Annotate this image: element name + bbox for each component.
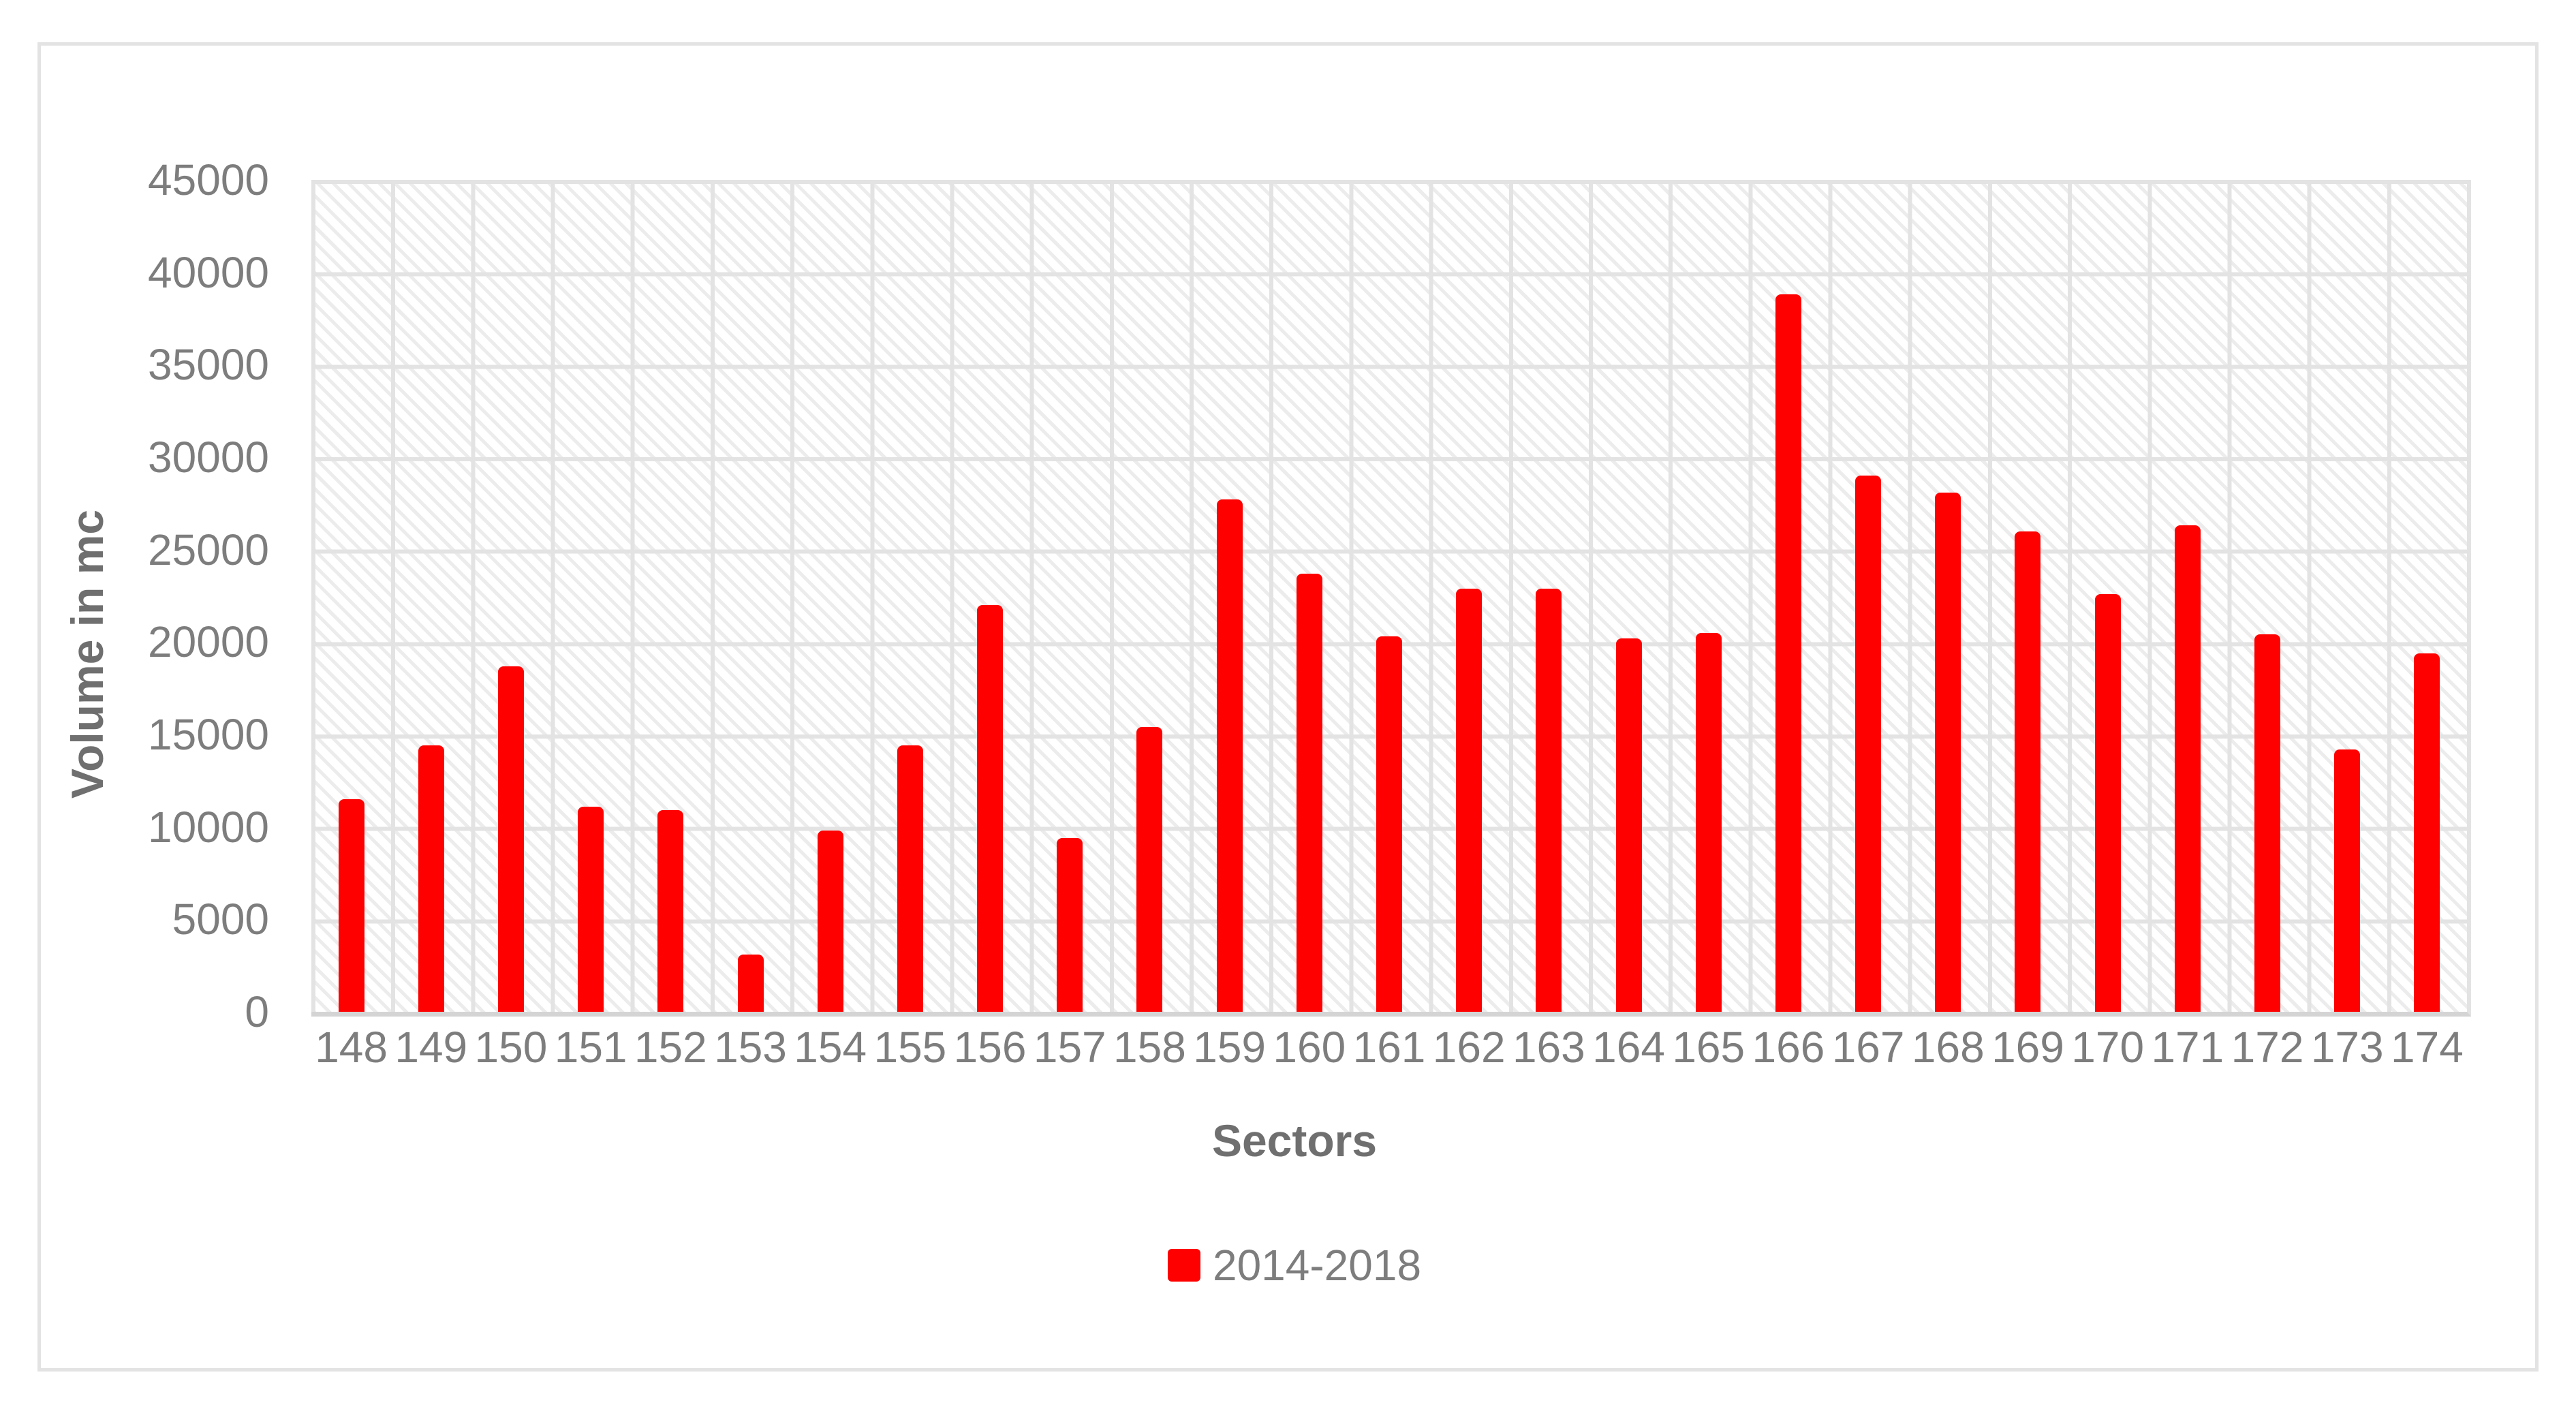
legend-swatch-icon xyxy=(1167,1249,1200,1282)
bar-152 xyxy=(657,810,684,1012)
bar-165 xyxy=(1695,632,1722,1012)
x-tick-label: 171 xyxy=(2151,1023,2224,1072)
y-tick-label: 0 xyxy=(245,987,269,1036)
y-tick-label: 35000 xyxy=(148,340,269,390)
bar-173 xyxy=(2334,749,2361,1012)
bar-153 xyxy=(737,954,764,1012)
bar-169 xyxy=(2015,531,2041,1012)
x-tick-label: 166 xyxy=(1752,1023,1825,1072)
x-axis-title: Sectors xyxy=(1211,1115,1378,1166)
y-tick-label: 40000 xyxy=(148,247,269,297)
x-axis-tick-labels: 148 149 150 151 152 153 154 155 156 157 158 159 160 1… xyxy=(311,1023,2467,1078)
bar-168 xyxy=(1935,492,1961,1012)
x-tick-label: 161 xyxy=(1352,1023,1426,1072)
x-tick-label: 164 xyxy=(1592,1023,1665,1072)
x-tick-label: 163 xyxy=(1512,1023,1585,1072)
x-tick-label: 157 xyxy=(1033,1023,1106,1072)
bar-160 xyxy=(1296,573,1322,1012)
bar-150 xyxy=(497,666,524,1012)
x-tick-label: 155 xyxy=(873,1023,947,1072)
plot-area xyxy=(311,180,2471,1017)
bar-163 xyxy=(1536,588,1562,1012)
bar-164 xyxy=(1615,638,1642,1012)
y-tick-label: 30000 xyxy=(148,433,269,482)
bar-158 xyxy=(1136,727,1163,1012)
x-tick-label: 152 xyxy=(634,1023,707,1072)
y-tick-label: 20000 xyxy=(148,617,269,667)
bar-171 xyxy=(2174,525,2201,1012)
x-tick-label: 156 xyxy=(953,1023,1027,1072)
x-tick-label: 148 xyxy=(315,1023,388,1072)
bar-172 xyxy=(2254,634,2281,1012)
x-tick-label: 174 xyxy=(2391,1023,2464,1072)
bar-159 xyxy=(1216,499,1243,1012)
x-tick-label: 159 xyxy=(1193,1023,1266,1072)
bar-166 xyxy=(1775,294,1801,1012)
x-tick-label: 151 xyxy=(554,1023,627,1072)
x-tick-label: 158 xyxy=(1113,1023,1186,1072)
x-tick-label: 168 xyxy=(1911,1023,1985,1072)
x-tick-label: 154 xyxy=(794,1023,867,1072)
y-tick-label: 45000 xyxy=(148,155,269,204)
x-tick-label: 160 xyxy=(1273,1023,1346,1072)
x-tick-label: 167 xyxy=(1831,1023,1905,1072)
x-tick-label: 165 xyxy=(1672,1023,1745,1072)
y-tick-label: 5000 xyxy=(172,895,269,944)
x-tick-label: 172 xyxy=(2231,1023,2304,1072)
x-tick-label: 149 xyxy=(394,1023,468,1072)
bar-174 xyxy=(2414,653,2440,1012)
legend: 2014-2018 xyxy=(1167,1240,1422,1290)
x-tick-label: 162 xyxy=(1432,1023,1506,1072)
bar-156 xyxy=(977,605,1004,1012)
y-axis-tick-labels: 45000 40000 35000 30000 25000 20000 15000 10000… xyxy=(68,155,269,1036)
bar-161 xyxy=(1376,636,1402,1012)
x-tick-label: 153 xyxy=(714,1023,787,1072)
x-tick-label: 169 xyxy=(1991,1023,2064,1072)
bar-155 xyxy=(897,745,923,1012)
bar-157 xyxy=(1057,837,1083,1012)
bar-149 xyxy=(418,745,444,1012)
x-tick-label: 170 xyxy=(2071,1023,2145,1072)
bar-154 xyxy=(817,831,843,1012)
y-tick-label: 10000 xyxy=(148,802,269,852)
bar-151 xyxy=(578,806,604,1012)
x-tick-label: 150 xyxy=(474,1023,548,1072)
bar-170 xyxy=(2094,593,2121,1012)
y-tick-label: 15000 xyxy=(148,710,269,759)
legend-label: 2014-2018 xyxy=(1212,1241,1422,1290)
bar-148 xyxy=(338,799,364,1012)
y-tick-label: 25000 xyxy=(148,525,269,574)
bar-162 xyxy=(1456,588,1483,1012)
bar-167 xyxy=(1855,476,1882,1012)
x-tick-label: 173 xyxy=(2310,1023,2384,1072)
